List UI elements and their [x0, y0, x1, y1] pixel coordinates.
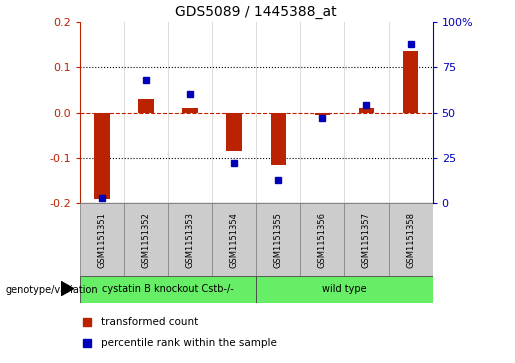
Bar: [403, 51, 418, 113]
Bar: [138, 99, 153, 113]
Bar: [388, 203, 433, 276]
Bar: [182, 108, 198, 113]
Bar: [270, 113, 286, 165]
Bar: [124, 203, 168, 276]
Text: transformed count: transformed count: [101, 317, 198, 327]
Text: GSM1151352: GSM1151352: [142, 212, 150, 268]
Title: GDS5089 / 1445388_at: GDS5089 / 1445388_at: [176, 5, 337, 19]
Text: GSM1151356: GSM1151356: [318, 212, 327, 268]
Bar: [94, 113, 110, 199]
Text: GSM1151351: GSM1151351: [97, 212, 107, 268]
Text: genotype/variation: genotype/variation: [5, 285, 98, 295]
Bar: [359, 108, 374, 113]
Bar: [212, 203, 256, 276]
Bar: [256, 276, 433, 303]
Bar: [345, 203, 388, 276]
Text: GSM1151357: GSM1151357: [362, 212, 371, 268]
Bar: [227, 113, 242, 151]
Text: cystatin B knockout Cstb-/-: cystatin B knockout Cstb-/-: [102, 285, 234, 294]
Bar: [315, 113, 330, 115]
Polygon shape: [61, 281, 74, 296]
Bar: [80, 276, 256, 303]
Bar: [168, 203, 212, 276]
Text: GSM1151354: GSM1151354: [230, 212, 238, 268]
Text: GSM1151353: GSM1151353: [185, 212, 195, 268]
Text: wild type: wild type: [322, 285, 367, 294]
Bar: [80, 203, 124, 276]
Text: GSM1151358: GSM1151358: [406, 212, 415, 268]
Bar: [256, 203, 300, 276]
Text: percentile rank within the sample: percentile rank within the sample: [101, 338, 277, 347]
Bar: [300, 203, 345, 276]
Text: GSM1151355: GSM1151355: [274, 212, 283, 268]
